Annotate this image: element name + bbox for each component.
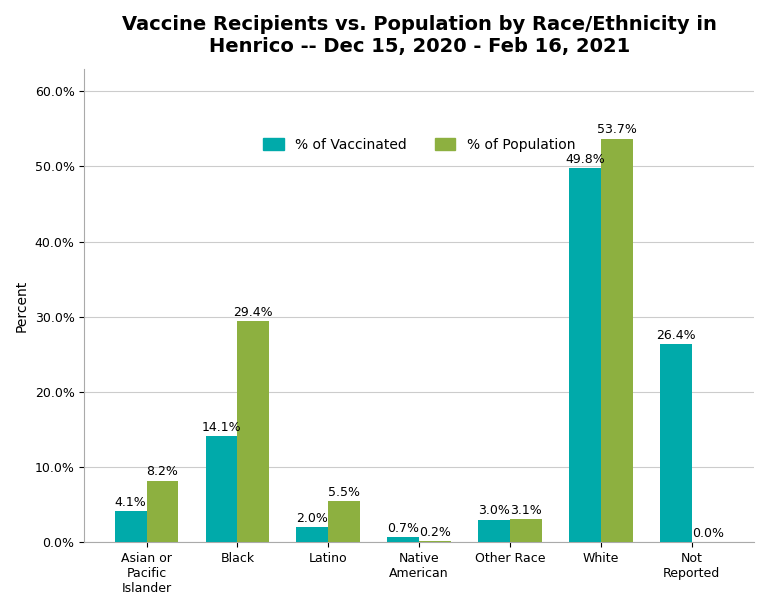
Text: 0.7%: 0.7% [388,522,419,535]
Text: 49.8%: 49.8% [565,152,605,166]
Bar [601,138,633,542]
Text: 14.1%: 14.1% [201,421,241,434]
Bar [328,501,360,542]
Bar [569,168,601,542]
Bar [478,520,510,542]
Text: 0.2%: 0.2% [419,526,451,539]
Bar [660,344,692,542]
Bar [115,511,147,542]
Bar [205,436,238,542]
Bar [510,519,542,542]
Y-axis label: Percent: Percent [15,279,29,332]
Text: 4.1%: 4.1% [115,496,147,509]
Text: 26.4%: 26.4% [656,329,696,342]
Text: 5.5%: 5.5% [328,486,360,499]
Bar [419,541,451,542]
Text: 0.0%: 0.0% [691,527,724,540]
Text: 53.7%: 53.7% [597,123,637,136]
Text: 2.0%: 2.0% [296,512,328,525]
Text: 3.1%: 3.1% [510,504,542,517]
Legend: % of Vaccinated, % of Population: % of Vaccinated, % of Population [258,132,581,157]
Text: 8.2%: 8.2% [146,465,178,478]
Text: 29.4%: 29.4% [234,306,273,319]
Bar [297,527,328,542]
Bar [238,321,269,542]
Title: Vaccine Recipients vs. Population by Race/Ethnicity in
Henrico -- Dec 15, 2020 -: Vaccine Recipients vs. Population by Rac… [122,15,717,56]
Bar [147,481,178,542]
Bar [388,537,419,542]
Text: 3.0%: 3.0% [478,504,510,517]
